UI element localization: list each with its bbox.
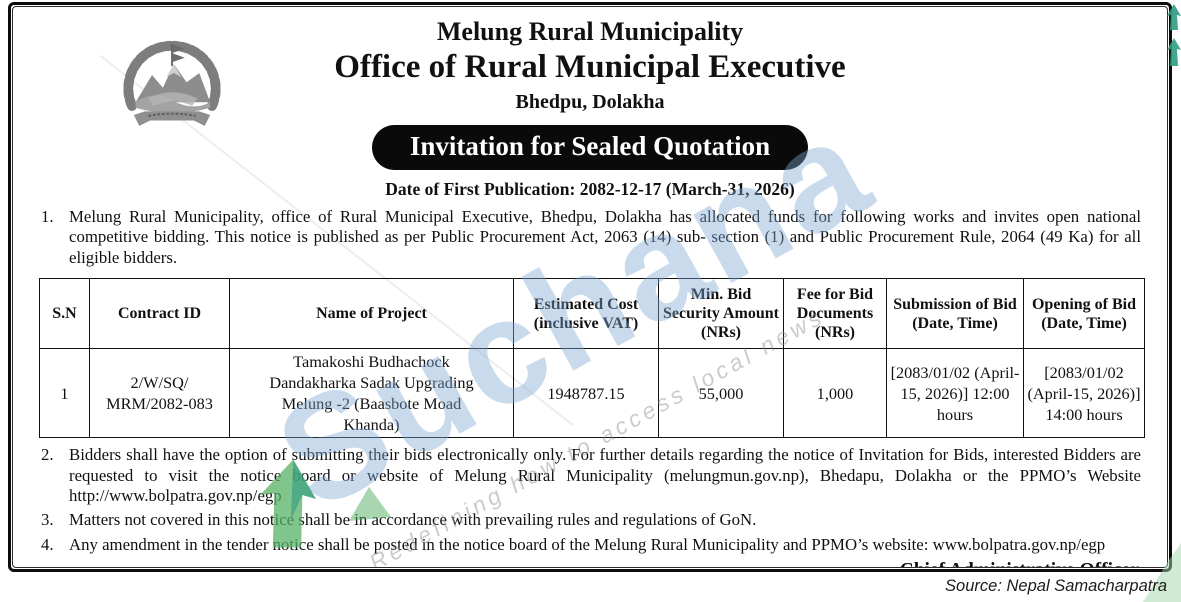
clause-text: Melung Rural Municipality, office of Rur… [69,207,1141,267]
clause-text: Matters not covered in this notice shall… [69,510,757,530]
office-name: Office of Rural Municipal Executive [334,49,846,85]
bid-table-row: 1 2/W/SQ/ MRM/2082-083 Tamakoshi Budhach… [39,348,1145,439]
bid-table-header-row: S.N Contract ID Name of Project Estimate… [39,278,1145,350]
col-submission: Submission of Bid (Date, Time) [886,278,1024,350]
clause-1: 1. Melung Rural Municipality, office of … [39,207,1141,268]
clause-2: 2. Bidders shall have the option of subm… [39,445,1141,506]
bid-table: S.N Contract ID Name of Project Estimate… [39,278,1145,439]
clause-number: 4. [41,534,54,554]
clause-number: 2. [41,445,54,465]
cell-contract-id: 2/W/SQ/ MRM/2082-083 [89,348,230,439]
clause-3: 3. Matters not covered in this notice sh… [39,510,1141,530]
cell-opening: [2083/01/02 (April-15, 2026)] 14:00 hour… [1023,348,1145,439]
cell-sn: 1 [39,348,90,439]
clause-number: 3. [41,510,54,530]
cell-project-name: Tamakoshi Budhachock Dandakharka Sadak U… [229,348,514,439]
notice-content: Melung Rural Municipality Office of Rura… [13,7,1167,567]
clause-number: 1. [41,207,54,226]
signatory-title: Chief Administrative Officer [39,560,1141,567]
cell-document-fee: 1,000 [783,348,887,439]
watermark-corner-arrows-icon [1167,4,1181,66]
cell-estimated-cost: 1948787.15 [513,348,659,439]
clause-text: Bidders shall have the option of submitt… [69,445,1141,506]
col-bid-security: Min. Bid Security Amount (NRs) [658,278,784,350]
clause-text: Any amendment in the tender notice shall… [69,534,1106,554]
col-estimated-cost: Estimated Cost (inclusive VAT) [513,278,659,350]
publication-date: Date of First Publication: 2082-12-17 (M… [385,179,795,199]
municipality-name: Melung Rural Municipality [436,17,744,46]
notice-title-banner: Invitation for Sealed Quotation [371,125,809,170]
col-contract-id: Contract ID [89,278,230,350]
notice-frame: Melung Rural Municipality Office of Rura… [8,2,1172,572]
col-project-name: Name of Project [229,278,514,350]
clause-4: 4. Any amendment in the tender notice sh… [39,535,1141,555]
col-sn: S.N [39,278,90,350]
cell-bid-security: 55,000 [658,348,784,439]
col-opening: Opening of Bid (Date, Time) [1023,278,1145,350]
notice-frame-inner: Melung Rural Municipality Office of Rura… [12,6,1168,568]
col-document-fee: Fee for Bid Documents (NRs) [783,278,887,350]
nepal-emblem-icon [117,35,227,135]
office-address: Bhedpu, Dolakha [515,91,665,113]
cell-submission: [2083/01/02 (April-15, 2026)] 12:00 hour… [886,348,1024,439]
source-credit: Source: Nepal Samacharpatra [945,577,1167,595]
watermark-bottom-right-leaf-icon [1143,543,1181,602]
